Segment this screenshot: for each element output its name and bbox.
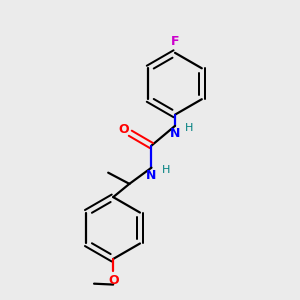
Text: F: F: [171, 34, 179, 47]
Text: H: H: [185, 123, 193, 133]
Text: N: N: [170, 127, 180, 140]
Text: H: H: [161, 165, 170, 175]
Text: O: O: [108, 274, 119, 287]
Text: O: O: [118, 123, 129, 136]
Text: N: N: [146, 169, 157, 182]
